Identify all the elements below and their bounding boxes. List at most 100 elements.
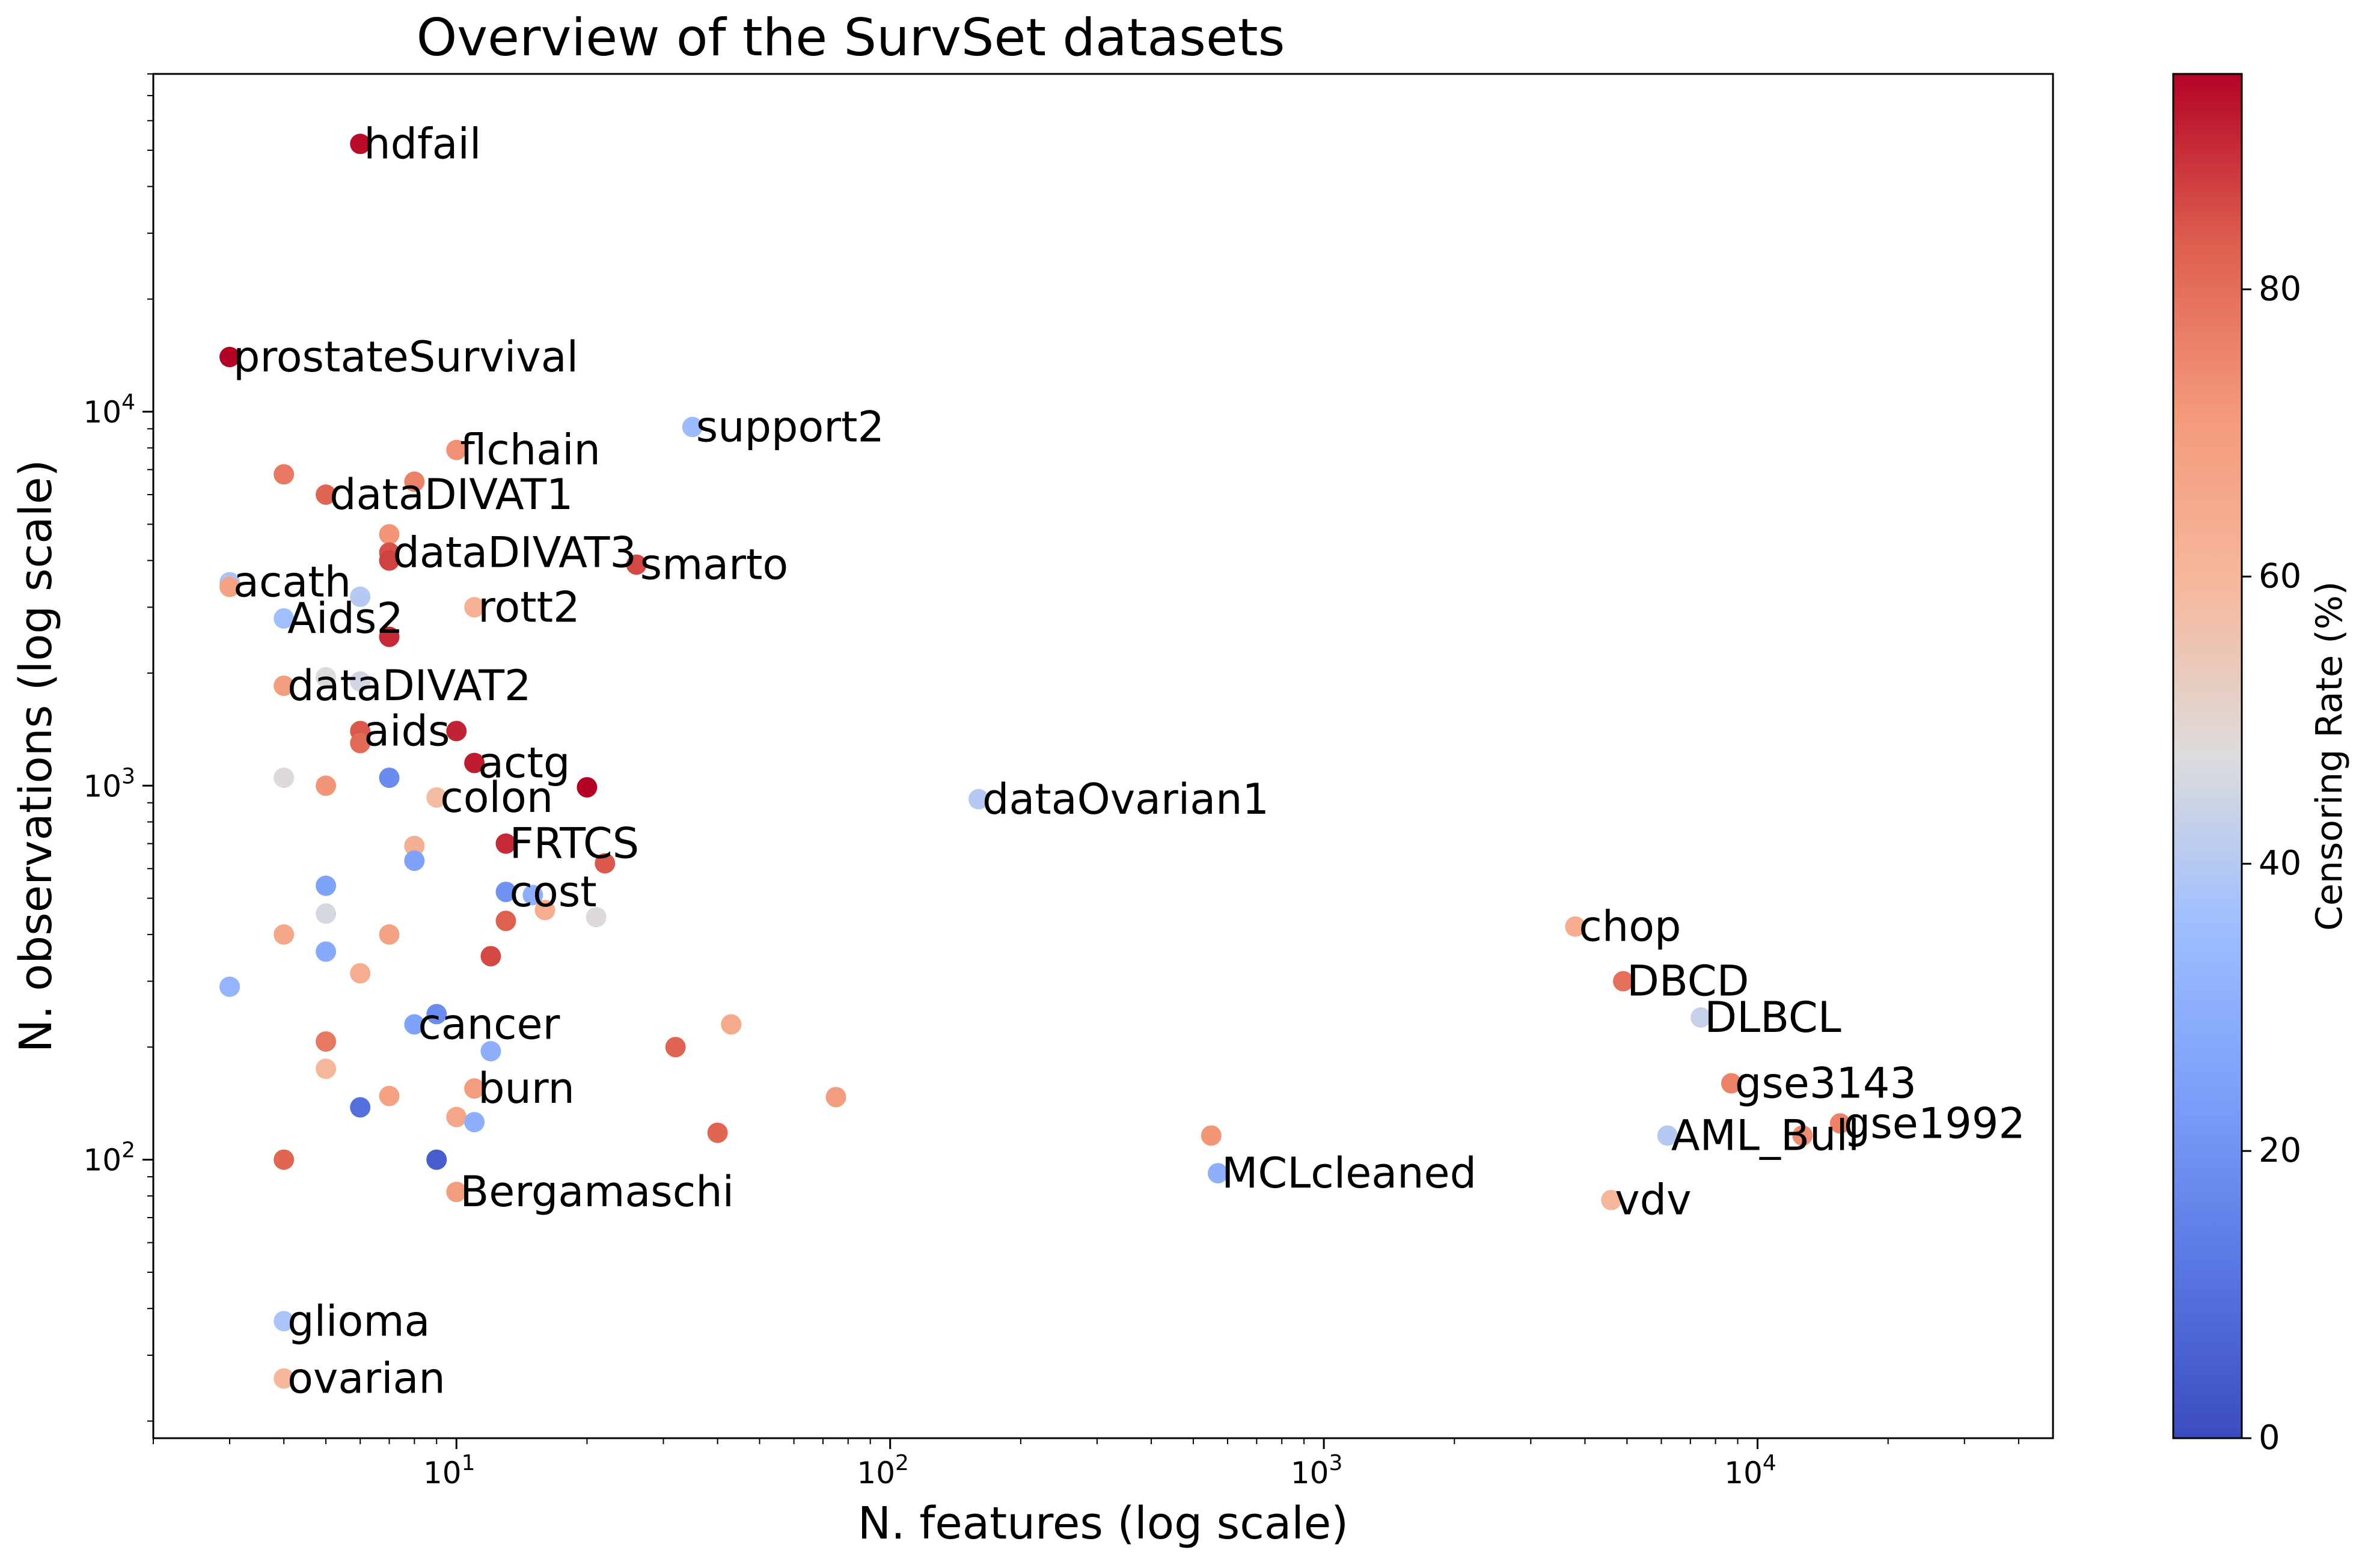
data-point <box>1657 1125 1678 1146</box>
data-point <box>1613 971 1634 992</box>
data-point <box>1721 1073 1742 1094</box>
point-label: dataDIVAT2 <box>287 661 531 710</box>
data-point <box>426 787 447 808</box>
scatter-point-labels: hdfailprostateSurvivalsupport2flchaindat… <box>233 119 2025 1403</box>
chart-title: Overview of the SurvSet datasets <box>417 8 1285 68</box>
data-point <box>274 676 295 697</box>
data-point <box>464 752 485 773</box>
data-point <box>316 903 337 924</box>
data-point <box>350 733 371 754</box>
colorbar-label: Censoring Rate (%) <box>2308 581 2351 931</box>
data-point <box>595 853 616 874</box>
colorbar-tick-label: 60 <box>2259 557 2301 596</box>
data-point <box>379 550 400 571</box>
point-label: Aids2 <box>287 594 403 643</box>
data-point <box>1207 1163 1228 1184</box>
data-point <box>316 1058 337 1079</box>
data-point <box>707 1122 728 1143</box>
data-point <box>1792 1125 1813 1146</box>
colorbar-tick-label: 40 <box>2259 844 2301 883</box>
data-point <box>1601 1189 1622 1210</box>
data-point <box>426 1149 447 1170</box>
point-label: Bergamaschi <box>460 1167 734 1216</box>
data-point <box>379 1085 400 1106</box>
point-label: hdfail <box>364 119 481 168</box>
data-point <box>404 850 425 871</box>
data-point <box>379 924 400 945</box>
point-label: colon <box>440 773 553 822</box>
point-label: burn <box>478 1064 575 1113</box>
data-point <box>464 597 485 618</box>
point-label: aids <box>364 706 450 755</box>
x-tick-label: 101 <box>423 1451 476 1490</box>
data-point <box>1565 916 1586 937</box>
data-point <box>446 1106 467 1127</box>
data-point <box>316 875 337 896</box>
data-point <box>274 924 295 945</box>
data-point <box>404 471 425 492</box>
point-label: ovarian <box>287 1354 445 1403</box>
point-label: DLBCL <box>1704 993 1841 1042</box>
data-point <box>522 885 543 906</box>
data-point <box>274 1368 295 1389</box>
data-point <box>446 439 467 460</box>
scatter-points <box>219 133 1850 1389</box>
point-label: dataDIVAT1 <box>329 470 573 519</box>
data-point <box>1690 1007 1712 1028</box>
point-label: prostateSurvival <box>233 332 578 382</box>
data-point <box>274 1149 295 1170</box>
data-point <box>446 721 467 742</box>
data-point <box>968 789 989 810</box>
data-point <box>274 1311 295 1332</box>
point-label: dataOvarian1 <box>982 775 1269 824</box>
data-point <box>495 911 516 932</box>
y-axis-label: N. observations (log scale) <box>10 460 62 1053</box>
data-point <box>274 608 295 629</box>
data-point <box>316 484 337 505</box>
point-label: actg <box>478 739 570 788</box>
point-label: gse3143 <box>1735 1059 1917 1108</box>
plot-area: 101 102 103 104 102 103 104 hdfail prostateSur… <box>83 73 2054 1490</box>
point-label: cost <box>509 867 596 917</box>
data-point <box>404 1014 425 1035</box>
point-label: acath <box>233 558 351 607</box>
data-point <box>350 586 371 607</box>
colorbar: 0 20 40 60 80 Censoring Rate (%) <box>2172 73 2351 1457</box>
y-tick-label: 102 <box>83 1138 135 1178</box>
colorbar-tick-label: 80 <box>2259 269 2301 308</box>
data-point <box>350 1097 371 1118</box>
point-label: FRTCS <box>509 819 639 868</box>
data-point <box>825 1087 846 1108</box>
data-point <box>480 945 501 966</box>
data-point <box>1201 1125 1222 1146</box>
data-point <box>534 900 555 921</box>
data-point <box>219 976 240 997</box>
x-tick-label: 104 <box>1724 1451 1776 1490</box>
data-point <box>274 464 295 485</box>
point-label: vdv <box>1615 1176 1691 1225</box>
x-tick-label: 102 <box>857 1451 909 1490</box>
point-label: glioma <box>287 1296 430 1346</box>
data-point <box>682 416 703 438</box>
point-label: chop <box>1579 902 1681 951</box>
data-point <box>586 907 607 928</box>
data-point <box>316 1031 337 1052</box>
data-point <box>219 347 240 368</box>
data-point <box>446 1182 467 1203</box>
data-point <box>379 626 400 647</box>
x-axis-ticks: 101 102 103 104 <box>153 1438 2019 1490</box>
point-label: smarto <box>640 540 789 589</box>
y-tick-label: 104 <box>83 390 135 430</box>
data-point <box>350 963 371 984</box>
data-point <box>464 1112 485 1133</box>
data-point <box>379 524 400 545</box>
data-point <box>495 833 516 854</box>
colorbar-ticks: 0 20 40 60 80 <box>2242 269 2301 1457</box>
x-tick-label: 103 <box>1291 1451 1343 1490</box>
y-tick-label: 103 <box>83 764 135 804</box>
point-label: AML_Bull <box>1671 1111 1860 1160</box>
point-label: rott2 <box>478 582 580 632</box>
point-label: cancer <box>418 999 560 1049</box>
data-point <box>316 775 337 796</box>
